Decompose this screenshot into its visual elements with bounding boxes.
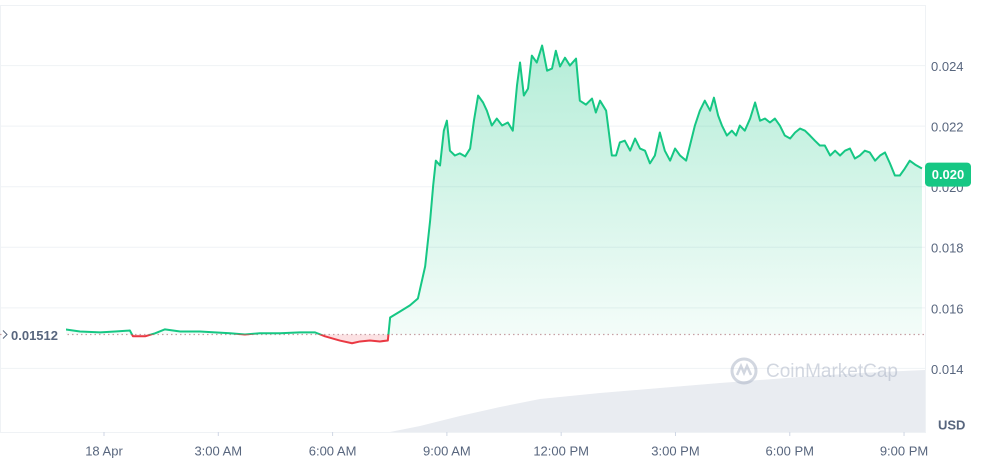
volume-area — [390, 370, 925, 432]
x-tick-label: 6:00 AM — [309, 443, 357, 458]
watermark-text: CoinMarketCap — [766, 361, 898, 382]
watermark: CoinMarketCap — [730, 357, 898, 385]
baseline-label: 0.01512 — [11, 328, 58, 343]
unit-label: USD — [938, 417, 965, 432]
y-tick-label: 0.022 — [931, 120, 964, 135]
current-price-label: 0.020 — [932, 167, 965, 182]
y-tick-label: 0.014 — [931, 362, 964, 377]
y-tick-label: 0.018 — [931, 241, 964, 256]
price-line-below-baseline — [130, 334, 390, 345]
baseline-label-bg — [2, 324, 66, 345]
baseline-label-pointer — [2, 330, 8, 339]
x-tick-label: 9:00 AM — [423, 443, 471, 458]
y-tick-label: 0.016 — [931, 301, 964, 316]
y-tick-label: 0.024 — [931, 59, 964, 74]
x-tick-label: 6:00 PM — [766, 443, 814, 458]
x-tick-label: 9:00 PM — [880, 443, 928, 458]
current-price-tag — [925, 162, 971, 187]
price-line — [65, 44, 923, 335]
x-tick-label: 3:00 AM — [194, 443, 242, 458]
x-tick-label: 18 Apr — [85, 443, 123, 458]
x-tick-label: 3:00 PM — [651, 443, 699, 458]
watermark-logo — [730, 357, 758, 385]
watermark-logo-mark — [735, 362, 753, 377]
x-tick-label: 12:00 PM — [533, 443, 589, 458]
plot-frame — [0, 5, 926, 433]
area-above-baseline — [65, 45, 922, 335]
